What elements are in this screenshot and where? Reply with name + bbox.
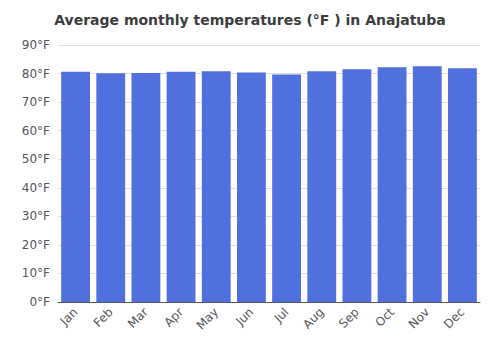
svg-text:20°F: 20°F [22,238,50,252]
svg-text:Aug: Aug [300,305,326,331]
svg-text:Nov: Nov [406,305,432,331]
svg-text:Oct: Oct [372,305,397,330]
svg-text:80°F: 80°F [22,67,50,81]
svg-text:Jul: Jul [271,305,292,326]
svg-text:Feb: Feb [91,305,116,330]
svg-text:50°F: 50°F [22,152,50,166]
svg-text:60°F: 60°F [22,124,50,138]
svg-text:90°F: 90°F [22,38,50,52]
svg-text:Jun: Jun [233,305,257,329]
svg-text:0°F: 0°F [29,295,50,309]
svg-text:30°F: 30°F [22,209,50,223]
svg-text:Sep: Sep [336,305,362,331]
svg-text:Jan: Jan [57,305,81,329]
svg-text:Dec: Dec [441,305,467,331]
svg-text:Average monthly temperatures (: Average monthly temperatures (°F ) in An… [54,12,446,28]
svg-text:40°F: 40°F [22,181,50,195]
svg-text:Mar: Mar [125,305,151,331]
svg-text:70°F: 70°F [22,95,50,109]
svg-text:10°F: 10°F [22,266,50,280]
svg-text:May: May [194,305,221,332]
svg-text:Apr: Apr [161,305,186,330]
